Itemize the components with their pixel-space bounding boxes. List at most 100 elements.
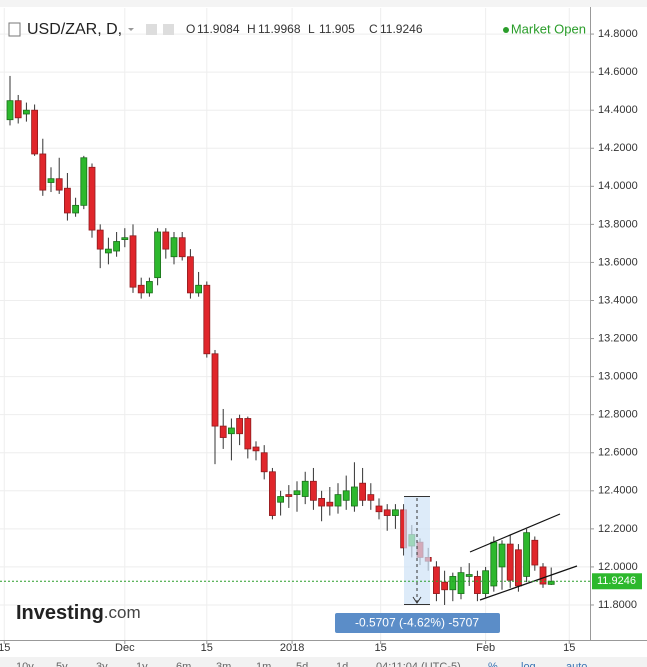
candle-body	[55, 178, 63, 191]
scale-option[interactable]: log	[521, 661, 536, 667]
candle-body	[162, 231, 170, 250]
candle-body	[203, 284, 211, 355]
range-button[interactable]: 1m	[256, 661, 271, 667]
candle-body	[14, 100, 22, 119]
candle-body	[170, 237, 178, 258]
ohlc-key: L	[308, 22, 315, 36]
bottom-toolbar	[0, 657, 647, 667]
candle-body	[498, 543, 506, 568]
candle-body	[121, 237, 129, 241]
candle-body	[47, 178, 55, 183]
candle-body	[96, 229, 104, 250]
range-button[interactable]: 10y	[16, 661, 34, 667]
y-tick-label: 12.6000	[598, 447, 638, 459]
y-tick-label: 13.4000	[598, 294, 638, 306]
range-button[interactable]: 3y	[96, 661, 108, 667]
measure-label: -0.5707 (-4.62%) -5707	[355, 616, 479, 630]
candle-body	[154, 231, 162, 279]
y-tick-label: 13.2000	[598, 332, 638, 344]
candle-body	[23, 109, 30, 115]
candle-body	[474, 576, 481, 594]
candle-body	[88, 166, 96, 231]
candle-body	[375, 505, 383, 513]
scale-option[interactable]: %	[488, 661, 498, 667]
settings-icon[interactable]	[146, 24, 157, 35]
range-button[interactable]: 1d	[336, 661, 348, 667]
candle-body	[334, 494, 342, 507]
candle-body	[351, 486, 358, 507]
y-tick-label: 14.0000	[598, 180, 638, 192]
candle-body	[64, 187, 71, 214]
ohlc-value: 11.905	[319, 22, 355, 36]
candle-body	[260, 452, 268, 473]
x-tick-label: 15	[201, 642, 213, 654]
candle-body	[301, 480, 309, 497]
candle-body	[433, 566, 440, 594]
range-button[interactable]: 5d	[296, 661, 308, 667]
last-price-tag	[592, 573, 642, 590]
candle-body	[531, 539, 539, 566]
logo-suffix: .com	[104, 603, 141, 622]
range-button[interactable]: 5y	[56, 661, 68, 667]
candle-body	[392, 509, 399, 516]
candle-body	[211, 353, 219, 427]
candle-body	[129, 235, 137, 288]
candle-body	[187, 256, 194, 294]
candle-body	[137, 284, 145, 294]
x-tick-label: 15	[563, 642, 575, 654]
settings-icon[interactable]	[163, 24, 174, 35]
y-tick-label: 14.4000	[598, 104, 638, 116]
x-tick-label: Feb	[476, 642, 495, 654]
candle-body	[465, 574, 473, 577]
channel-line	[479, 565, 578, 601]
clock: 04:11:04 (UTC-5)	[376, 661, 461, 667]
dropdown[interactable]	[128, 28, 134, 31]
candle-body	[359, 482, 367, 501]
x-tick-label: 15	[0, 642, 10, 654]
range-button[interactable]: 6m	[176, 661, 191, 667]
ohlc-value: 11.9968	[258, 22, 301, 36]
candle-body	[457, 572, 465, 594]
scale-option[interactable]: auto	[566, 661, 587, 667]
y-tick-label: 14.2000	[598, 142, 638, 154]
candle-body	[236, 418, 244, 435]
y-tick-label: 13.6000	[598, 256, 638, 268]
candle-body	[441, 581, 449, 591]
symbol-title: USD/ZAR, D,	[27, 21, 122, 38]
y-tick-label: 11.8000	[598, 599, 637, 611]
candle-body	[383, 509, 391, 516]
candle-body	[506, 543, 514, 581]
candle-body	[195, 284, 203, 294]
candle-body	[39, 153, 47, 191]
measure-area	[404, 496, 430, 605]
ohlc-value: 11.9246	[380, 22, 423, 36]
candle-body	[523, 532, 531, 577]
candle-body	[367, 494, 375, 501]
market-status: Market Open	[511, 21, 586, 36]
candle-body	[326, 501, 334, 507]
candle-body	[515, 549, 522, 587]
candle-body	[146, 281, 153, 294]
candle-body	[219, 425, 227, 438]
y-tick-label: 14.8000	[598, 28, 638, 40]
candle-body	[228, 427, 235, 435]
candle-body	[277, 496, 285, 503]
y-tick-label: 12.0000	[598, 561, 638, 573]
x-tick-label: Dec	[115, 642, 135, 654]
candle-body	[80, 157, 88, 206]
candle-body	[31, 109, 39, 155]
measure-label-box	[335, 613, 500, 633]
candle-body	[252, 446, 260, 452]
candle-body	[6, 100, 14, 121]
measure-arrowhead	[412, 596, 422, 604]
y-tick-label: 12.4000	[598, 485, 638, 497]
candle-body	[318, 498, 326, 507]
ohlc-key: H	[247, 22, 256, 36]
y-tick-label: 13.0000	[598, 371, 638, 383]
range-button[interactable]: 3m	[216, 661, 231, 667]
range-button[interactable]: 1y	[136, 661, 148, 667]
logo: Investing.com	[16, 602, 141, 624]
candle-body	[490, 541, 498, 587]
x-tick-label: 2018	[280, 642, 304, 654]
